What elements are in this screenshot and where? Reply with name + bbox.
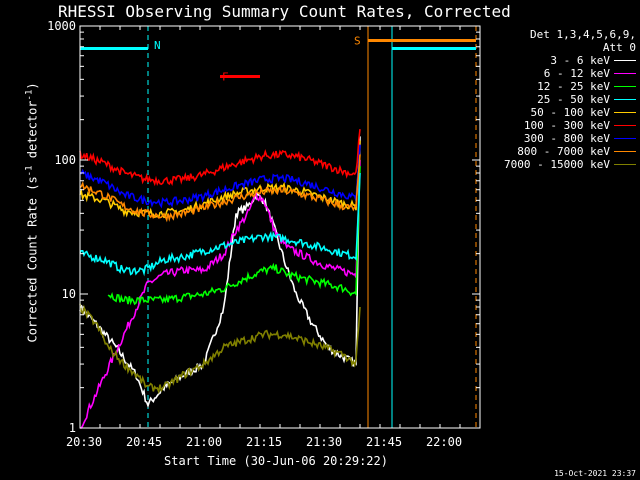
legend-swatch	[614, 125, 636, 126]
y-axis-label-sup: -1	[24, 165, 35, 177]
series-line	[107, 166, 361, 306]
legend-header-line: Att 0	[602, 41, 636, 54]
series-line	[79, 136, 361, 409]
legend-swatch	[614, 138, 636, 139]
legend-entry: 300 - 800 keV	[484, 132, 636, 145]
x-tick-label: 22:00	[426, 435, 462, 449]
legend: Det 1,3,4,5,6,9, Att 0 3 - 6 keV 6 - 12 k…	[484, 28, 636, 171]
x-tick-label: 20:45	[126, 435, 162, 449]
series-line	[79, 303, 361, 395]
legend-entry: 7000 - 15000 keV	[484, 158, 636, 171]
series-line	[80, 159, 361, 429]
legend-label: 50 - 100 keV	[530, 106, 610, 119]
annotation-s: S	[354, 34, 361, 47]
legend-label: 300 - 800 keV	[523, 132, 610, 145]
legend-label: 25 - 50 keV	[537, 93, 610, 106]
x-tick-label: 21:15	[246, 435, 282, 449]
legend-label: 3 - 6 keV	[550, 54, 610, 67]
footer-timestamp: 15-Oct-2021 23:37	[554, 469, 636, 478]
y-axis-label: Corrected Count Rate (s-1 detector-1)	[24, 82, 40, 343]
legend-swatch	[614, 73, 636, 74]
y-axis-label-part: Corrected Count Rate (s	[25, 176, 40, 343]
legend-header-line: Det 1,3,4,5,6,9,	[530, 28, 636, 41]
series-line	[79, 144, 361, 209]
legend-label: 800 - 7000 keV	[517, 145, 610, 158]
x-tick-label: 21:00	[186, 435, 222, 449]
legend-label: 12 - 25 keV	[537, 80, 610, 93]
series-line	[79, 140, 361, 219]
series-line	[79, 154, 361, 223]
legend-label: 100 - 300 keV	[523, 119, 610, 132]
legend-label: 6 - 12 keV	[543, 67, 610, 80]
legend-entry: 3 - 6 keV	[484, 54, 636, 67]
legend-swatch	[614, 86, 636, 87]
plot-frame	[79, 25, 481, 429]
legend-entry: 50 - 100 keV	[484, 106, 636, 119]
y-axis-label-sup: -1	[24, 89, 35, 101]
x-tick-label: 20:30	[66, 435, 102, 449]
x-tick-label: 21:30	[306, 435, 342, 449]
chart-title: RHESSI Observing Summary Count Rates, Co…	[58, 2, 511, 21]
legend-entry: 25 - 50 keV	[484, 93, 636, 106]
legend-entry: 6 - 12 keV	[484, 67, 636, 80]
legend-rows: 3 - 6 keV 6 - 12 keV 12 - 25 keV 25 - 50 ke…	[484, 54, 636, 171]
legend-swatch	[614, 151, 636, 152]
y-tick-label: 1000	[47, 19, 76, 33]
legend-entry: 12 - 25 keV	[484, 80, 636, 93]
y-tick-label: 100	[54, 153, 76, 167]
annotation-n: N	[154, 39, 161, 52]
annotation-f: F	[222, 70, 229, 83]
series-line	[79, 129, 361, 187]
y-tick-label: 10	[62, 287, 76, 301]
y-axis-label-part: detector	[25, 100, 40, 166]
series-line	[79, 172, 361, 277]
legend-swatch	[614, 60, 636, 61]
legend-entry: 100 - 300 keV	[484, 119, 636, 132]
y-tick-label: 1	[69, 421, 76, 435]
legend-swatch	[614, 99, 636, 100]
legend-swatch	[614, 164, 636, 165]
x-tick-label: 21:45	[366, 435, 402, 449]
legend-entry: 800 - 7000 keV	[484, 145, 636, 158]
y-axis-label-part: )	[25, 82, 40, 90]
x-axis-label: Start Time (30-Jun-06 20:29:22)	[164, 454, 388, 468]
legend-label: 7000 - 15000 keV	[504, 158, 610, 171]
legend-swatch	[614, 112, 636, 113]
